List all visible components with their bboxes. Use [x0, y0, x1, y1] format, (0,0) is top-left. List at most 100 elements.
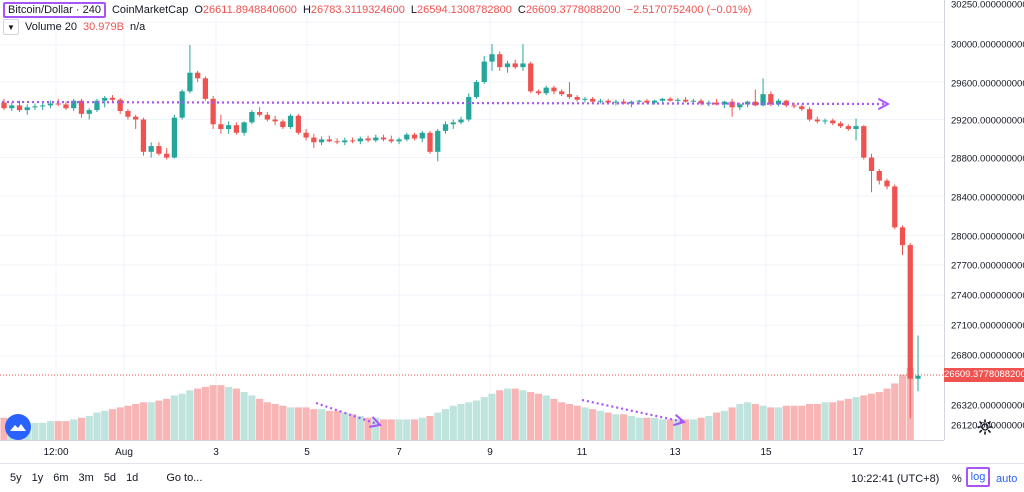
candle-body: [458, 119, 464, 123]
price-tick: 27700.0000000000: [951, 260, 1024, 272]
candle-body: [427, 132, 433, 152]
volume-bar: [217, 385, 225, 440]
candle-body: [47, 103, 54, 106]
volume-bar: [511, 388, 519, 440]
candle-body: [892, 186, 898, 228]
candle-body: [644, 100, 650, 103]
volume-bar: [542, 395, 550, 440]
percent-scale-button[interactable]: %: [952, 473, 962, 485]
goto-button[interactable]: Go to...: [166, 472, 203, 484]
range-5d-button[interactable]: 5d: [103, 472, 117, 484]
gear-icon[interactable]: [976, 418, 994, 436]
volume-bar: [0, 417, 8, 440]
price-axis[interactable]: 30250.0000000000 30000.0000000000 29600.…: [944, 0, 1024, 440]
volume-bar: [503, 388, 512, 440]
volume-bar: [279, 405, 287, 440]
candle-body: [481, 61, 487, 83]
change-value: −2.5170752400 (−0.01%): [626, 4, 752, 16]
volume-bar: [627, 416, 635, 440]
range-3m-button[interactable]: 3m: [78, 472, 94, 484]
time-tick: 3: [213, 447, 219, 458]
high-value: 26783.3119324600: [310, 4, 405, 16]
volume-bar: [805, 404, 814, 440]
volume-bar: [852, 397, 860, 440]
range-6m-button[interactable]: 6m: [53, 472, 69, 484]
candle-body: [698, 100, 704, 104]
range-1y-button[interactable]: 1y: [31, 472, 44, 484]
candle-body: [667, 98, 673, 101]
candle-body: [156, 146, 162, 154]
time-tick: 12:00: [43, 447, 69, 458]
candle-body: [334, 141, 340, 143]
volume-bar: [775, 407, 783, 440]
volume-bar: [147, 402, 155, 440]
candle-body: [752, 101, 758, 106]
volume-bar: [472, 400, 481, 440]
volume-bar: [62, 421, 70, 440]
volume-bar: [124, 405, 132, 440]
price-tick: 26320.0000000000: [951, 400, 1024, 412]
volume-bar: [883, 388, 891, 440]
log-scale-button[interactable]: log: [966, 467, 990, 487]
candle-body: [528, 63, 534, 92]
volume-bar: [163, 398, 171, 440]
volume-bar: [240, 392, 248, 440]
time-tick: 5: [304, 447, 310, 458]
volume-bar: [116, 407, 124, 440]
candle-body: [690, 100, 697, 102]
range-5y-button[interactable]: 5y: [10, 472, 22, 484]
candle-body: [195, 72, 201, 79]
volume-bar: [689, 419, 697, 440]
volume-bar: [604, 412, 612, 440]
volume-trend-arrow: [315, 401, 381, 427]
candle-body: [504, 63, 511, 68]
legend: Bitcoin/Dollar · 240 CoinMarketCap O2661…: [3, 2, 751, 18]
volume-bar: [898, 374, 907, 440]
volume-bar: [813, 404, 821, 440]
chevron-down-icon[interactable]: ▼: [3, 19, 19, 35]
candle-body: [512, 63, 518, 68]
price-tick: 29200.0000000000: [951, 115, 1024, 127]
close-value: 26609.3778088200: [525, 4, 621, 16]
candle-body: [249, 111, 255, 123]
candle-body: [775, 100, 782, 105]
price-tick: 28800.0000000000: [951, 153, 1024, 165]
volume-bar: [751, 404, 759, 440]
volume-bar: [449, 405, 457, 440]
volume-bar: [101, 410, 109, 440]
symbol-interval-label[interactable]: Bitcoin/Dollar · 240: [3, 2, 106, 18]
volume-bar: [620, 414, 628, 440]
candle-body: [435, 130, 441, 152]
volume-bar: [844, 398, 852, 440]
volume-bar: [341, 412, 349, 440]
range-1d-button[interactable]: 1d: [126, 472, 139, 484]
candle-body: [78, 100, 85, 114]
volume-bar: [348, 414, 357, 440]
candle-body: [861, 126, 867, 158]
time-tick: 17: [852, 447, 864, 458]
arrow-head: [877, 97, 891, 111]
candle-body: [357, 138, 363, 142]
volume-bar: [682, 419, 690, 440]
candle-body: [125, 111, 131, 117]
logo-icon: [5, 414, 31, 440]
volume-value: 30.979B: [82, 21, 124, 33]
volume-bar: [550, 398, 558, 440]
volume-bar: [573, 405, 581, 440]
candle-body: [442, 124, 449, 131]
clock-timezone[interactable]: 10:22:41 (UTC+8): [851, 473, 940, 485]
volume-bar: [744, 402, 752, 440]
chart-area[interactable]: [0, 0, 944, 440]
volume-bar: [410, 419, 419, 440]
time-axis[interactable]: 12:00 Aug 3 5 7 9 11 13 15 17: [0, 440, 944, 463]
price-chart[interactable]: [0, 0, 944, 440]
auto-scale-button[interactable]: auto: [996, 473, 1018, 485]
candle-body: [295, 115, 301, 133]
volume-bar: [139, 402, 147, 440]
arrow-head: [368, 416, 382, 428]
volume-bar: [728, 407, 736, 440]
candle-body: [404, 134, 410, 140]
volume-bar: [666, 419, 674, 440]
volume-bar: [589, 409, 597, 440]
candle-body: [326, 139, 332, 142]
